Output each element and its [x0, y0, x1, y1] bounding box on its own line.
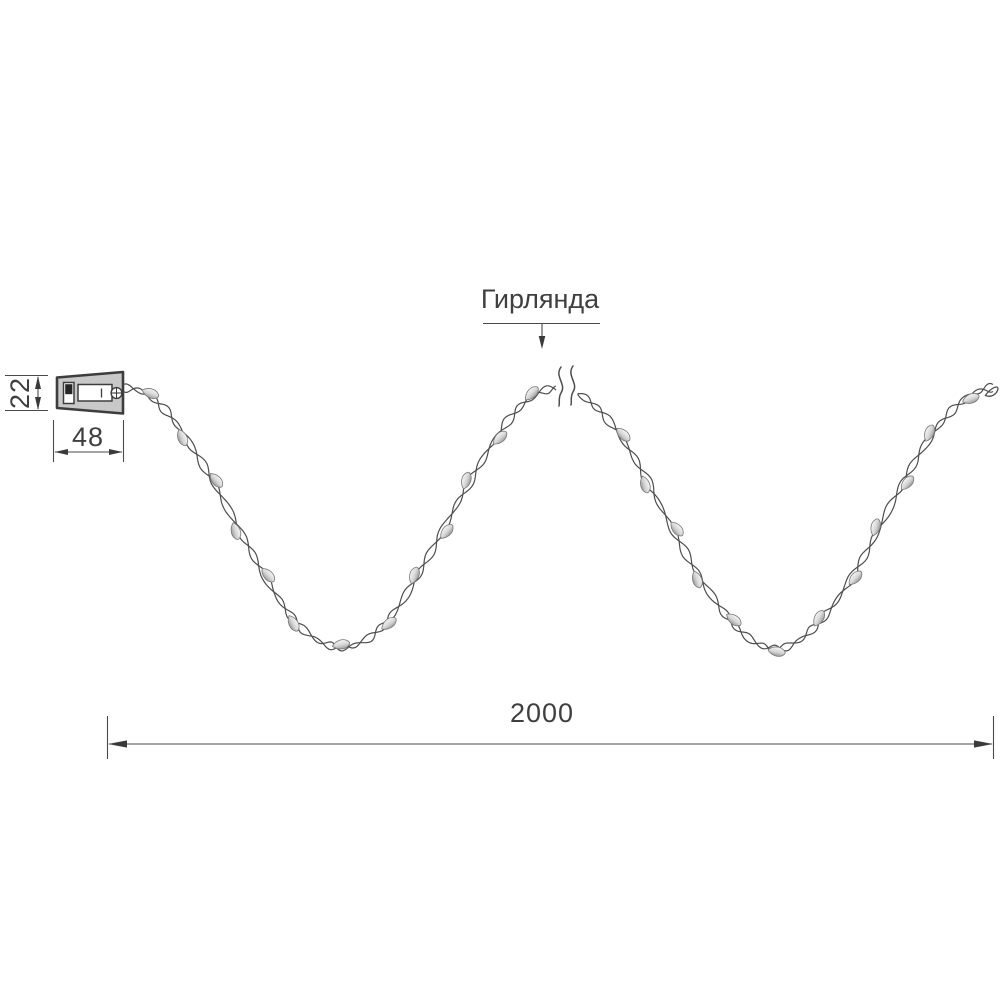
arrow-up-icon	[35, 376, 41, 389]
power-switch-knob	[65, 384, 73, 395]
arrow-right-icon	[974, 740, 993, 748]
led-bulb	[461, 471, 472, 490]
led-bulb	[409, 566, 420, 585]
led-bulb	[870, 518, 881, 537]
led-bulb	[616, 428, 631, 442]
wire-end-curl	[984, 386, 999, 397]
led-bulb	[640, 475, 651, 494]
dimension-length-value: 2000	[510, 698, 574, 728]
dimension-height-value: 22	[5, 377, 35, 409]
led-bulb	[141, 388, 160, 399]
led-bulb	[962, 392, 980, 404]
led-bulb	[924, 424, 936, 442]
led-bulb	[209, 473, 224, 488]
led-bulb	[331, 639, 351, 650]
arrow-left-icon	[108, 740, 127, 748]
led-bulb	[692, 570, 703, 589]
wire-strand	[123, 385, 557, 651]
garland-label: Гирлянда	[481, 284, 600, 314]
wire-break-symbol	[558, 365, 576, 407]
led-bulb	[726, 613, 742, 627]
arrow-left-icon	[54, 449, 68, 455]
wire-strand	[577, 388, 994, 652]
led-bulb	[525, 386, 539, 401]
battery-pack	[55, 370, 125, 415]
led-bulb	[813, 610, 826, 627]
led-bulb	[440, 524, 454, 539]
dimension-width-value: 48	[72, 422, 104, 452]
screw-icon	[110, 386, 123, 400]
led-bulb	[230, 522, 242, 540]
led-bulb	[848, 570, 863, 585]
arrow-right-icon	[109, 449, 123, 455]
battery-slot	[77, 383, 113, 402]
led-bulb	[287, 615, 300, 632]
led-bulb	[493, 430, 508, 445]
led-bulb	[900, 475, 915, 491]
dimension-length: 2000	[106, 698, 995, 759]
dimension-width: 48	[52, 420, 125, 462]
led-bulb	[767, 646, 786, 657]
arrow-down-icon	[538, 336, 546, 349]
led-bulb	[177, 428, 189, 447]
led-bulb	[381, 617, 397, 630]
garland-callout: Гирлянда	[481, 284, 600, 349]
garland-wire	[123, 382, 994, 657]
dimension-height: 22	[5, 374, 48, 412]
led-bulb	[670, 521, 684, 537]
led-bulb	[261, 568, 276, 583]
wire-strand	[123, 383, 557, 652]
wire-strand	[577, 382, 994, 653]
arrow-down-icon	[35, 397, 41, 410]
